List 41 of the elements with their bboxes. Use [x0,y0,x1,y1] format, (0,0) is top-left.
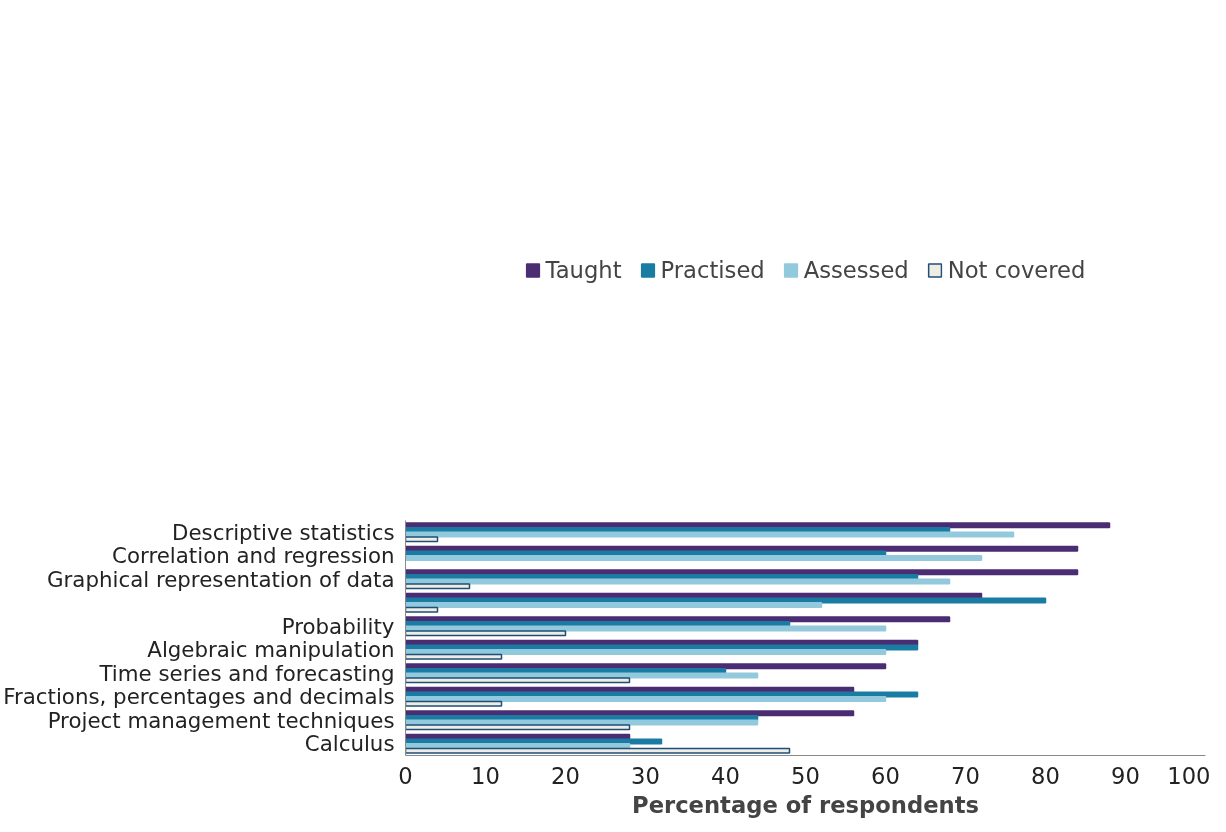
y-tick-label: Fractions, percentages and decimals [3,684,395,710]
y-tick-label: Correlation and regression [112,543,395,569]
x-tick-label: 20 [551,762,580,789]
x-tick-label: 90 [1111,762,1140,789]
x-tick-label: 50 [791,762,820,789]
y-tick-label: Project management techniques [47,707,395,733]
legend-label: Taught [545,257,622,283]
x-tick-label: 0 [398,762,413,789]
bar [405,696,887,703]
y-tick-label: Probability [281,613,395,639]
x-tick-label: 70 [951,762,980,789]
bar [405,724,631,731]
bar [405,747,791,754]
x-tick-label: 40 [711,762,740,789]
legend-label: Assessed [803,257,909,283]
y-tick-label: Time series and forecasting [98,660,395,686]
bar [405,700,503,707]
bar [405,649,887,656]
bar [405,578,951,585]
bar [405,555,983,562]
bar [405,653,503,660]
x-tick-label: 30 [631,762,660,789]
x-tick-label: 10 [471,762,500,789]
bar [405,677,631,684]
bar [405,536,439,543]
legend-label: Practised [660,257,765,283]
bar [405,630,567,637]
bar [405,606,439,613]
bar [405,597,1047,604]
x-axis-title: Percentage of respondents [632,791,979,818]
bar [405,602,823,609]
x-tick-label: 100 [1167,762,1211,789]
y-tick-label: Graphical representation of data [47,566,395,592]
y-tick-label: Algebraic manipulation [147,637,395,663]
bar [405,531,1015,538]
y-tick-label: Descriptive statistics [172,519,395,545]
x-tick-label: 60 [871,762,900,789]
bar [405,583,471,590]
legend-label: Not covered [947,257,1086,283]
x-tick-label: 80 [1031,762,1060,789]
y-tick-label: Calculus [304,731,395,757]
